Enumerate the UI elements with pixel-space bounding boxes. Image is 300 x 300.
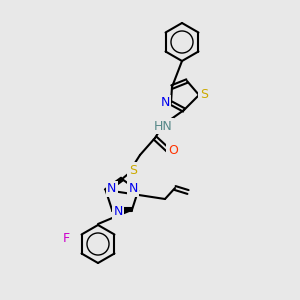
Text: N: N xyxy=(128,182,138,195)
Text: N: N xyxy=(107,182,116,195)
Text: S: S xyxy=(129,164,137,176)
Text: HN: HN xyxy=(154,119,172,133)
Text: S: S xyxy=(200,88,208,101)
Text: N: N xyxy=(113,205,123,218)
Text: O: O xyxy=(168,143,178,157)
Text: F: F xyxy=(62,232,70,244)
Text: N: N xyxy=(160,97,170,110)
